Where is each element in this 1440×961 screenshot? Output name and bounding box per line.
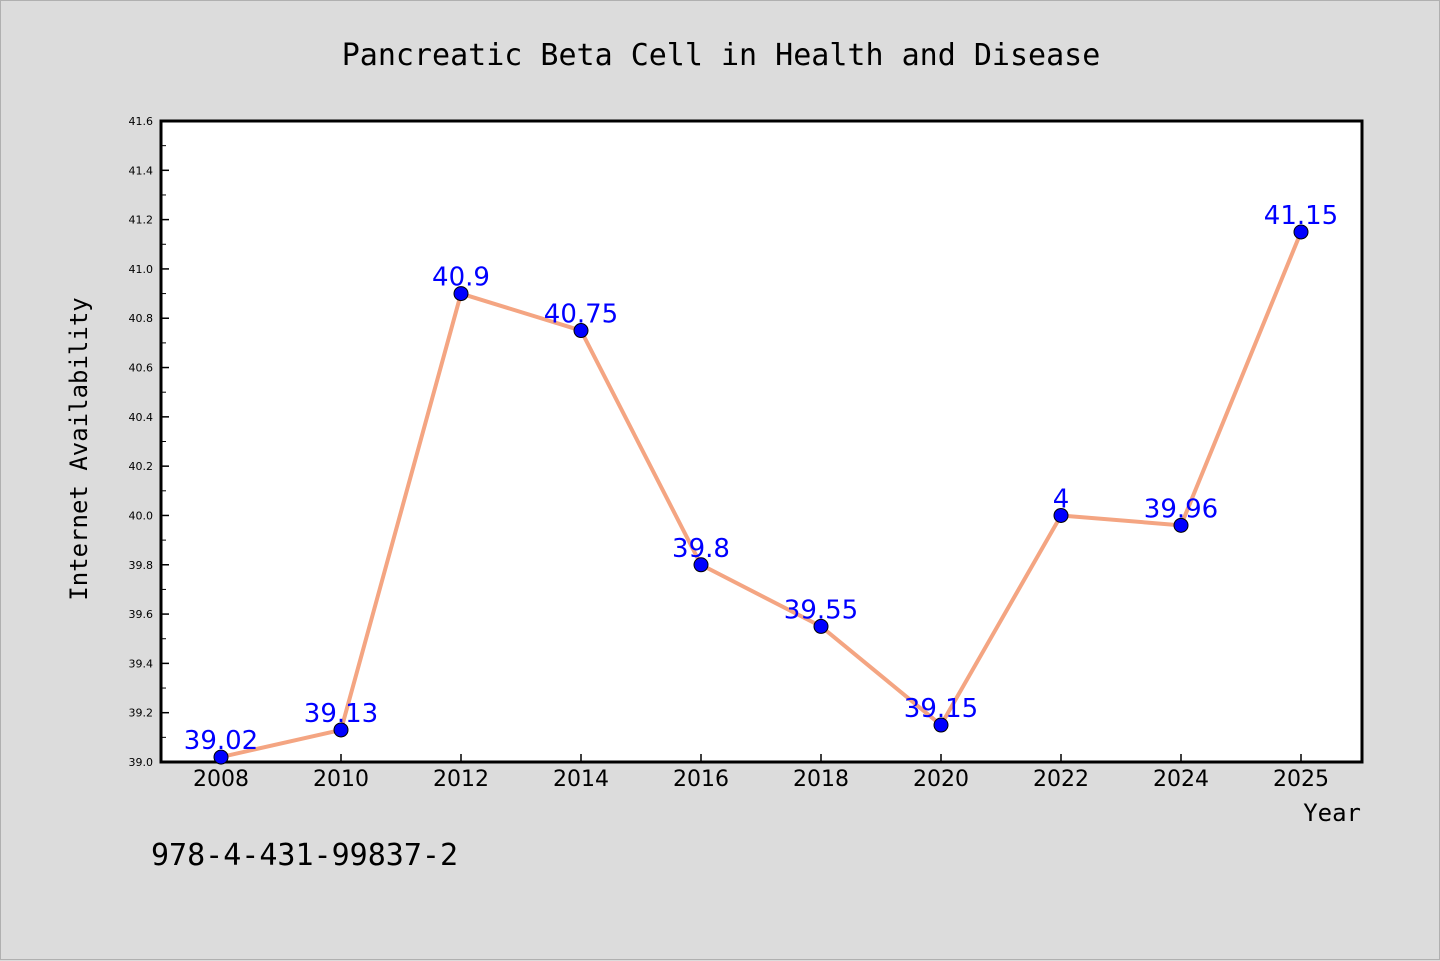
x-tick-label: 2016: [673, 767, 729, 792]
y-tick-label: 39.4: [129, 657, 154, 670]
y-axis-label: Internet Availability: [65, 297, 93, 600]
data-point: [333, 722, 349, 738]
isbn-annotation: 978-4-431-99837-2: [151, 838, 458, 873]
data-point: [933, 717, 949, 733]
data-label: 40.75: [544, 300, 618, 330]
data-label: 39.02: [184, 726, 258, 756]
y-tick-label: 39.2: [129, 707, 154, 720]
data-point: [1053, 507, 1069, 523]
y-axis-ticks: 39.0 39.2 39.4 39.6 39.8 40.0 40.2 40.4 40.6 40.8…: [129, 115, 169, 769]
data-point: [693, 557, 709, 573]
y-tick-label: 39.8: [129, 559, 154, 572]
data-label: 4: [1053, 484, 1070, 514]
x-tick-label: 2012: [433, 767, 489, 792]
y-tick-label: 40.0: [129, 509, 154, 522]
data-label: 41.15: [1264, 201, 1338, 231]
series-layer: 39.02 39.13 40.9 40.75 39.8 39.55 39.15 4 39.96 4…: [184, 201, 1338, 765]
data-point: [1173, 517, 1189, 533]
x-tick-label: 2024: [1153, 767, 1209, 792]
data-label: 39.13: [304, 699, 378, 729]
x-tick-label: 2014: [553, 767, 609, 792]
plot-area: [159, 119, 1364, 764]
y-tick-label: 40.8: [129, 312, 154, 325]
data-point: [453, 286, 469, 302]
y-tick-label: 41.0: [129, 263, 154, 276]
y-tick-label: 39.0: [129, 756, 154, 769]
data-label: 40.9: [432, 263, 490, 293]
x-axis-label: Year: [1303, 799, 1361, 827]
x-tick-label: 2020: [913, 767, 969, 792]
x-tick-label: 2010: [313, 767, 369, 792]
x-tick-label: 2008: [193, 767, 249, 792]
y-tick-label: 41.2: [129, 214, 154, 227]
y-tick-label: 41.4: [129, 164, 154, 177]
y-tick-label: 39.6: [129, 608, 154, 621]
data-label: 39.8: [672, 534, 730, 564]
data-label: 39.15: [904, 694, 978, 724]
chart-title: Pancreatic Beta Cell in Health and Disea…: [342, 38, 1101, 73]
data-point: [573, 323, 589, 339]
x-tick-label: 2025: [1273, 767, 1329, 792]
data-label: 39.96: [1144, 494, 1218, 524]
data-point: [213, 749, 229, 765]
data-point: [813, 618, 829, 634]
x-tick-label: 2022: [1033, 767, 1089, 792]
x-axis-ticks: 2008 2010 2012 2014 2016 2018 2020 2022 2024 2025: [193, 754, 1329, 792]
data-point: [1293, 224, 1309, 240]
series-line: [219, 229, 1303, 760]
y-tick-label: 40.4: [129, 411, 154, 424]
y-tick-label: 41.6: [129, 115, 154, 128]
y-tick-label: 40.6: [129, 362, 154, 375]
data-label: 39.55: [784, 595, 858, 625]
x-tick-label: 2018: [793, 767, 849, 792]
y-tick-label: 40.2: [129, 460, 154, 473]
